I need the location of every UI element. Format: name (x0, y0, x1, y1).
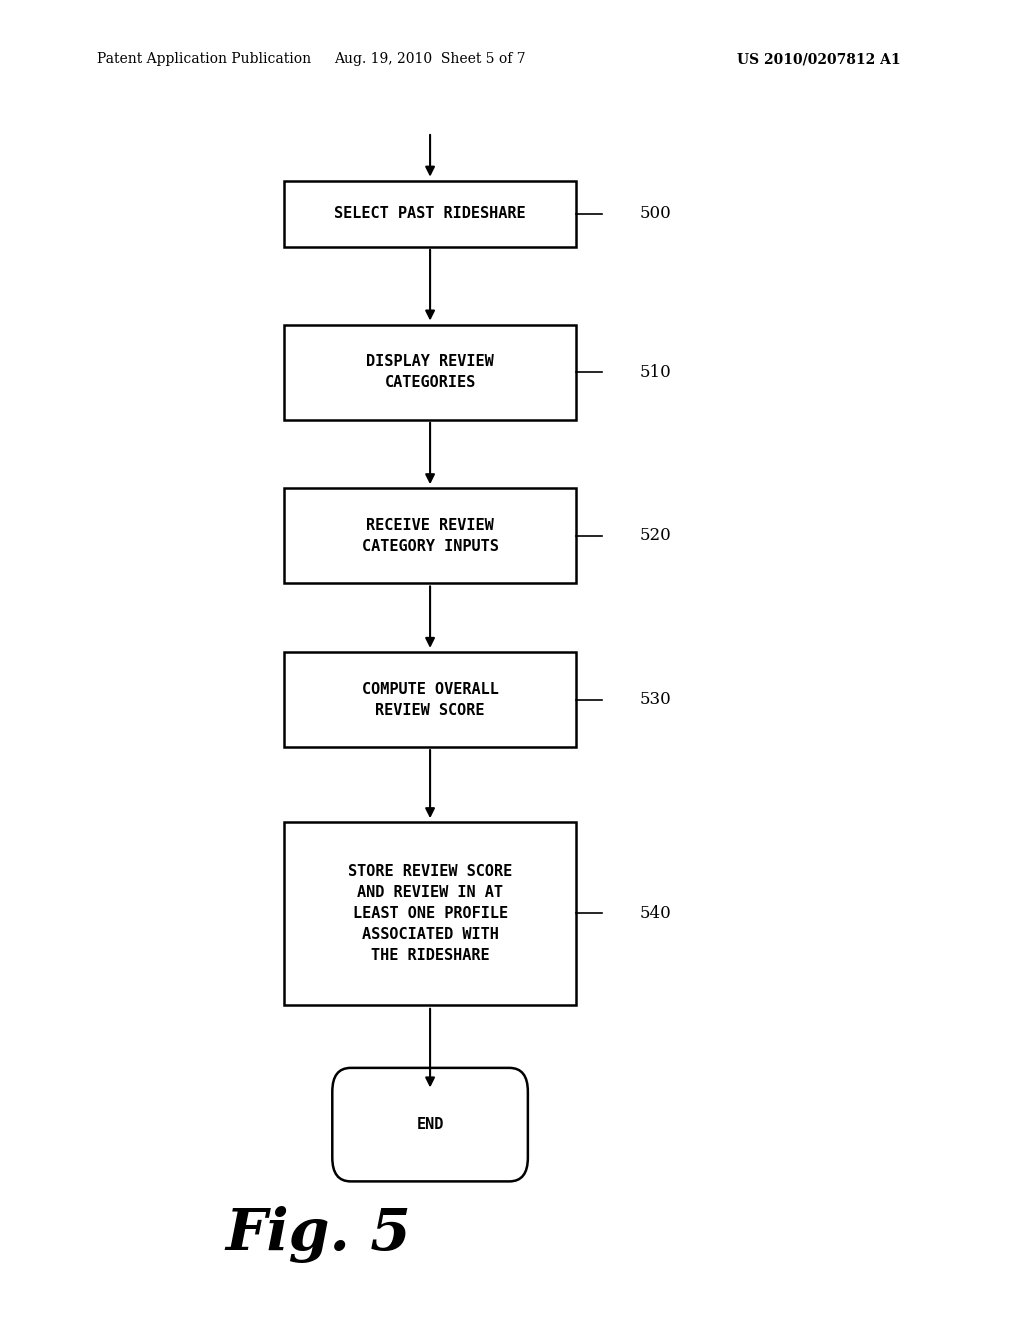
Text: DISPLAY REVIEW
CATEGORIES: DISPLAY REVIEW CATEGORIES (367, 354, 494, 391)
Text: 520: 520 (640, 528, 672, 544)
FancyBboxPatch shape (284, 652, 575, 747)
FancyBboxPatch shape (284, 822, 575, 1005)
Text: SELECT PAST RIDESHARE: SELECT PAST RIDESHARE (334, 206, 526, 222)
Text: Aug. 19, 2010  Sheet 5 of 7: Aug. 19, 2010 Sheet 5 of 7 (334, 53, 526, 66)
FancyBboxPatch shape (284, 488, 575, 583)
Text: Patent Application Publication: Patent Application Publication (97, 53, 311, 66)
Text: COMPUTE OVERALL
REVIEW SCORE: COMPUTE OVERALL REVIEW SCORE (361, 681, 499, 718)
Text: Fig. 5: Fig. 5 (225, 1205, 412, 1263)
FancyBboxPatch shape (332, 1068, 528, 1181)
Text: RECEIVE REVIEW
CATEGORY INPUTS: RECEIVE REVIEW CATEGORY INPUTS (361, 517, 499, 554)
Text: 510: 510 (640, 364, 672, 380)
Text: 500: 500 (640, 206, 672, 222)
FancyBboxPatch shape (284, 181, 575, 247)
Text: 540: 540 (640, 906, 672, 921)
Text: 530: 530 (640, 692, 672, 708)
Text: US 2010/0207812 A1: US 2010/0207812 A1 (737, 53, 901, 66)
Text: END: END (417, 1117, 443, 1133)
FancyBboxPatch shape (284, 325, 575, 420)
Text: STORE REVIEW SCORE
AND REVIEW IN AT
LEAST ONE PROFILE
ASSOCIATED WITH
THE RIDESH: STORE REVIEW SCORE AND REVIEW IN AT LEAS… (348, 865, 512, 964)
